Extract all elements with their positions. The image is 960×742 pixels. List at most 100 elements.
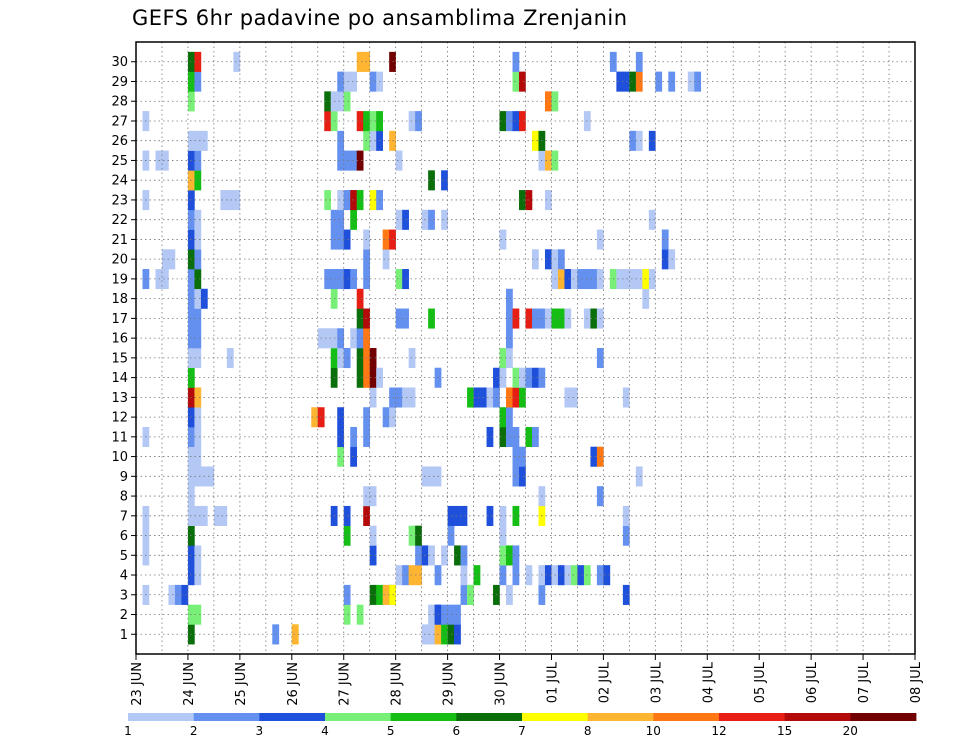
x-tick-label: 28 JUN — [390, 662, 405, 706]
heatmap-cell — [512, 446, 520, 467]
heatmap-cell — [226, 190, 234, 211]
heatmap-cell — [570, 565, 578, 586]
y-tick-label: 5 — [120, 549, 128, 564]
colorbar-label: 7 — [518, 724, 526, 738]
heatmap-cell — [506, 426, 513, 448]
heatmap-cell — [194, 288, 202, 309]
heatmap-cell — [369, 387, 377, 408]
heatmap-cell — [648, 130, 656, 151]
heatmap-cell — [447, 525, 455, 546]
heatmap-cell — [519, 190, 526, 211]
plot-frame — [135, 41, 916, 655]
heatmap-cell — [499, 565, 507, 586]
heatmap-cell — [603, 565, 611, 586]
heatmap-cell — [577, 565, 585, 586]
heatmap-cell — [161, 150, 169, 171]
heatmap-cell — [395, 308, 403, 329]
heatmap-cell — [369, 71, 377, 92]
heatmap-cell — [402, 387, 409, 408]
heatmap-cell — [499, 426, 507, 448]
heatmap-cell — [408, 348, 416, 369]
heatmap-cell — [181, 584, 189, 605]
heatmap-cell — [635, 51, 643, 72]
heatmap-cell — [629, 130, 637, 151]
heatmap-cell — [460, 505, 468, 526]
y-tick-label: 10 — [111, 450, 128, 465]
heatmap-cell — [661, 229, 669, 250]
heatmap-cell — [506, 111, 513, 132]
heatmap-cell — [499, 348, 507, 369]
heatmap-cell — [337, 328, 345, 349]
heatmap-cell — [356, 190, 364, 211]
heatmap-cell — [343, 71, 351, 92]
heatmap-cell — [447, 604, 455, 625]
heatmap-cell — [343, 584, 351, 605]
heatmap-cell — [194, 328, 202, 349]
heatmap-cell — [590, 446, 598, 467]
heatmap-cell — [369, 367, 377, 388]
heatmap-cell — [454, 505, 461, 526]
heatmap-cell — [337, 91, 345, 112]
y-tick-label: 24 — [111, 174, 128, 189]
heatmap-cell — [499, 505, 507, 526]
x-tick-label: 26 JUN — [286, 662, 301, 706]
heatmap-cell — [194, 565, 202, 586]
heatmap-cell — [291, 624, 299, 645]
heatmap-cell — [648, 269, 656, 290]
heatmap-cell — [369, 190, 377, 211]
heatmap-cell — [408, 565, 416, 586]
heatmap-cell — [369, 348, 377, 369]
x-tick-label: 07 JUL — [857, 661, 872, 703]
heatmap-cell — [531, 249, 539, 270]
heatmap-cell — [441, 624, 448, 645]
heatmap-cell — [544, 249, 552, 270]
y-tick-label: 9 — [120, 470, 128, 485]
heatmap-cell — [337, 348, 345, 369]
colorbar-swatch — [522, 713, 589, 721]
colorbar-label: 5 — [387, 724, 395, 738]
heatmap-cell — [356, 288, 364, 309]
heatmap-cell — [506, 584, 513, 605]
y-tick-label: 26 — [111, 134, 128, 149]
heatmap-cell — [194, 229, 202, 250]
heatmap-cell — [629, 269, 637, 290]
heatmap-cell — [564, 269, 572, 290]
x-tick-label: 02 JUL — [597, 661, 612, 703]
heatmap-cell — [194, 407, 202, 428]
heatmap-cell — [343, 229, 351, 250]
heatmap-cell — [369, 545, 377, 566]
heatmap-cell — [194, 209, 202, 230]
heatmap-cell — [343, 525, 351, 546]
y-tick-label: 23 — [111, 193, 128, 208]
colorbar-swatch — [719, 713, 786, 721]
heatmap-cell — [519, 466, 526, 487]
y-tick-label: 7 — [120, 509, 128, 524]
heatmap-cell — [174, 584, 182, 605]
colorbar-label: 20 — [843, 724, 858, 738]
heatmap-cell — [454, 624, 461, 645]
y-tick-label: 29 — [111, 75, 128, 90]
y-tick-label: 14 — [111, 371, 128, 386]
heatmap-cell — [408, 387, 416, 408]
heatmap-cell — [337, 426, 345, 448]
x-tick-label: 25 JUN — [234, 662, 249, 706]
heatmap-cell — [512, 545, 520, 566]
heatmap-cell — [441, 209, 448, 230]
heatmap-cell — [350, 71, 358, 92]
heatmap-cell — [428, 170, 435, 191]
heatmap-cell — [356, 308, 364, 329]
heatmap-cell — [194, 466, 202, 487]
heatmap-cell — [402, 209, 409, 230]
heatmap-cell — [350, 426, 358, 448]
heatmap-cell — [369, 111, 377, 132]
heatmap-cell — [220, 505, 228, 526]
heatmap-cell — [194, 130, 202, 151]
heatmap-cell — [519, 111, 526, 132]
heatmap-cell — [337, 150, 345, 171]
heatmap-cell — [402, 565, 409, 586]
heatmap-cell — [428, 545, 435, 566]
heatmap-cell — [207, 466, 215, 487]
heatmap-cell — [531, 130, 539, 151]
heatmap-cell — [506, 288, 513, 309]
